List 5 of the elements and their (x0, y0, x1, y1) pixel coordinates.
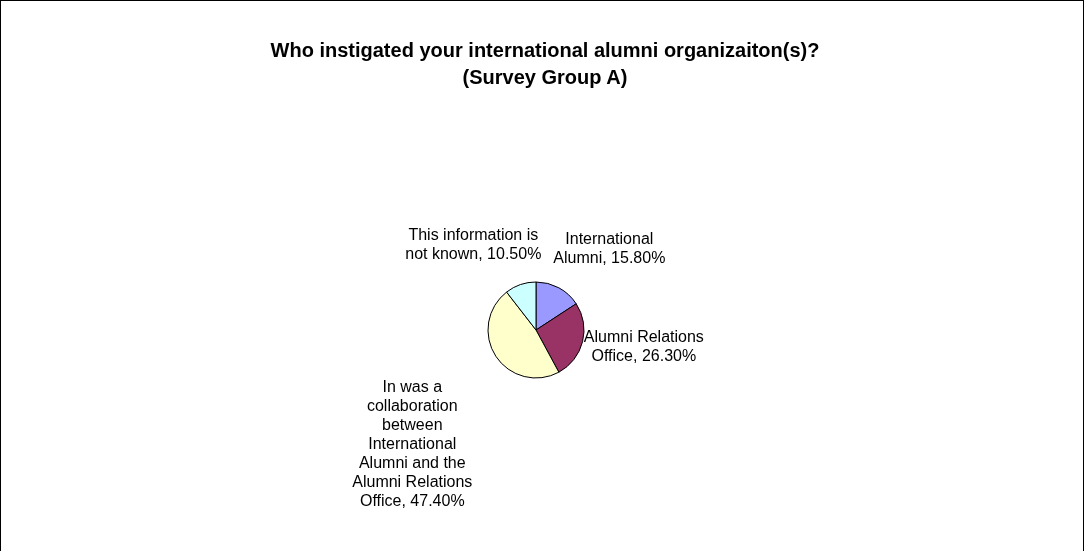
slice-label: International Alumni, 15.80% (553, 230, 666, 267)
slice-label: In was a collaboration between International Alumni and the Alumni Relations Office, 47.40% (352, 378, 473, 510)
slice-label: This information is not known, 10.50% (405, 225, 542, 262)
chart-title: Who instigated your international alumni organizaiton(s)? (Survey Group A) (270, 39, 820, 88)
slice-label: Alumni Relations Office, 26.30% (583, 328, 704, 365)
